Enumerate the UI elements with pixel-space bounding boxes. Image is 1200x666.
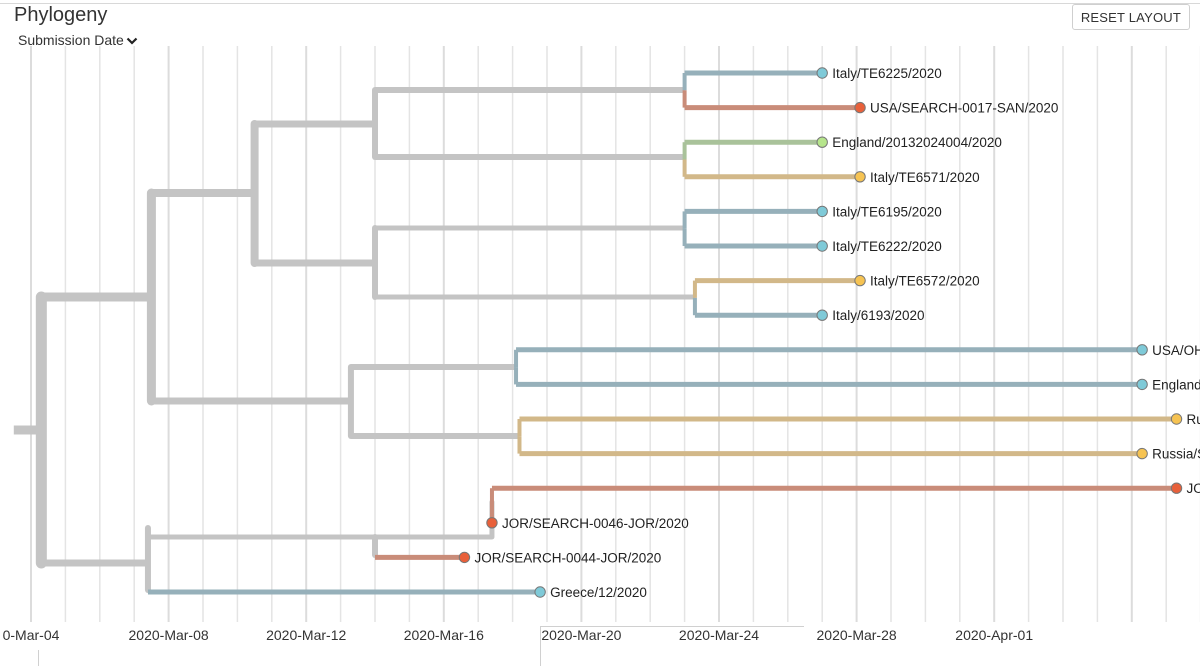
x-tick-label: 2020-Mar-16 (404, 627, 484, 643)
tip-node[interactable] (816, 205, 828, 218)
x-tick-label: 2020-Mar-12 (266, 627, 346, 643)
tip-label: USA/OH-OSUP0109/2020 (1152, 343, 1200, 358)
tip-england-20132024004-2020[interactable]: England/20132024004/2020 (684, 135, 1002, 150)
axis-divider-mid (540, 626, 541, 666)
x-tick-label: 2020-Mar-08 (129, 627, 209, 643)
grid-lines (30, 46, 1200, 622)
x-tick-label: 2020-Apr-01 (955, 627, 1033, 643)
tip-node[interactable] (486, 517, 498, 529)
tip-node[interactable] (1136, 344, 1148, 356)
tip-node[interactable] (854, 101, 866, 114)
tip-greece-12-2020[interactable]: Greece/12/2020 (147, 585, 647, 600)
tree-branches (13, 73, 697, 593)
tip-italy-te6225-2020[interactable]: Italy/TE6225/2020 (684, 66, 942, 81)
tip-russia-moscow-35i-2020[interactable]: Russia/Moscow-35I/2020 (519, 412, 1200, 427)
tip-label: Italy/TE6571/2020 (870, 170, 980, 185)
tip-jor-search-0046-jor-2020[interactable]: JOR/SEARCH-0046-JOR/2020 (486, 516, 689, 531)
tip-label: Italy/TE6572/2020 (870, 274, 980, 289)
tip-usa-oh-osup0109-2020[interactable]: USA/OH-OSUP0109/2020 (516, 343, 1200, 358)
tree-tips[interactable]: Italy/TE6225/2020 USA/SEARCH-0017-SAN/202… (147, 66, 1200, 600)
tip-node[interactable] (1136, 378, 1148, 391)
reset-layout-button[interactable]: RESET LAYOUT (1071, 4, 1190, 30)
panel-title: Phylogeny (14, 4, 108, 26)
tip-node[interactable] (458, 551, 471, 564)
tip-italy-te6195-2020[interactable]: Italy/TE6195/2020 (684, 204, 942, 219)
tip-node[interactable] (816, 67, 828, 79)
tip-label: JOR/SEARCH-0046-JOR/2020 (502, 516, 689, 531)
tip-label: Russia/Sakha-89702/2020 (1152, 447, 1200, 462)
tip-label: Italy/TE6225/2020 (832, 66, 942, 81)
tip-label: USA/SEARCH-0017-SAN/2020 (870, 101, 1058, 116)
x-axis: 0-Mar-04 2020-Mar-08 2020-Mar-12 2020-Mar-1… (3, 627, 1034, 643)
tip-italy-te6571-2020[interactable]: Italy/TE6571/2020 (684, 170, 980, 185)
tip-node[interactable] (854, 274, 866, 287)
sort-label: Submission Date (18, 32, 124, 48)
tip-label: Russia/Moscow-35I/2020 (1187, 412, 1200, 427)
tip-label: Italy/TE6222/2020 (832, 239, 942, 254)
axis-divider-left (38, 650, 39, 666)
panel-top-rule (0, 3, 1200, 4)
x-tick-label: 2020-Mar-28 (817, 627, 897, 643)
chevron-down-icon (126, 38, 138, 45)
tip-jor-search-0055-jor-2020[interactable]: JOR/SEARCH-0055-JOR/2020 (491, 481, 1200, 496)
tip-jor-search-0044-jor-2020[interactable]: JOR/SEARCH-0044-JOR/2020 (375, 550, 661, 565)
tip-label: JOR/SEARCH-0055-JOR/2020 (1187, 481, 1200, 496)
tip-usa-search-0017-san-2020[interactable]: USA/SEARCH-0017-SAN/2020 (684, 101, 1059, 116)
tip-label: Greece/12/2020 (550, 585, 647, 600)
tip-node[interactable] (816, 309, 828, 321)
x-tick-label: 2020-Mar-20 (541, 627, 621, 643)
x-tick-label: 0-Mar-04 (3, 627, 60, 643)
tip-italy-te6572-2020[interactable]: Italy/TE6572/2020 (694, 274, 980, 289)
tip-label: Italy/TE6195/2020 (832, 204, 942, 219)
axis-divider-right (540, 626, 804, 627)
tip-node[interactable] (1136, 447, 1148, 460)
tip-label: England/20144074804/2020 (1152, 377, 1200, 392)
tip-italy-te6222-2020[interactable]: Italy/TE6222/2020 (684, 239, 942, 254)
tip-england-20144074804-2020[interactable]: England/20144074804/2020 (516, 377, 1200, 392)
tip-label: JOR/SEARCH-0044-JOR/2020 (474, 550, 661, 565)
tip-node[interactable] (1170, 413, 1183, 425)
tip-node[interactable] (1170, 482, 1183, 494)
tip-node[interactable] (816, 240, 828, 252)
tip-russia-sakha-89702-2020[interactable]: Russia/Sakha-89702/2020 (519, 447, 1200, 462)
tip-node[interactable] (854, 171, 866, 183)
tip-label: England/20132024004/2020 (832, 135, 1002, 150)
tip-node[interactable] (534, 586, 546, 598)
tip-italy-6193-2020[interactable]: Italy/6193/2020 (694, 308, 925, 323)
tip-node[interactable] (816, 136, 828, 148)
x-tick-label: 2020-Mar-24 (679, 627, 759, 643)
sort-dropdown[interactable]: Submission Date (18, 32, 138, 48)
tip-label: Italy/6193/2020 (832, 308, 924, 323)
